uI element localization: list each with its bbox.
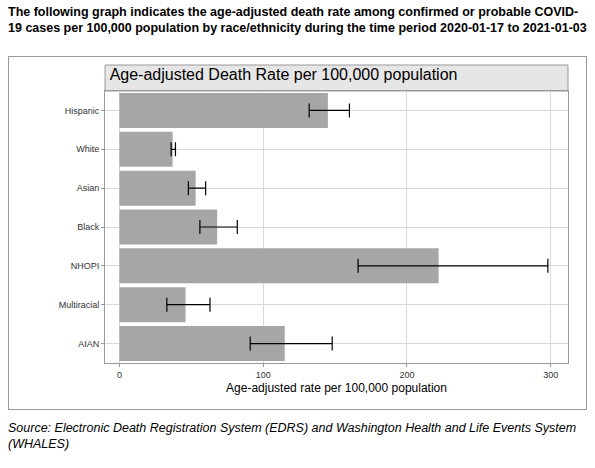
svg-text:300: 300	[543, 370, 558, 380]
svg-text:AIAN: AIAN	[78, 339, 99, 349]
svg-text:Age-adjusted rate per 100,000: Age-adjusted rate per 100,000 population	[226, 381, 447, 395]
svg-text:Age-adjusted Death Rate per 10: Age-adjusted Death Rate per 100,000 popu…	[110, 66, 458, 83]
svg-text:Black: Black	[77, 222, 100, 232]
svg-text:Hispanic: Hispanic	[65, 106, 100, 116]
svg-text:Asian: Asian	[77, 183, 100, 193]
html-text:Source: Electronic Death Regis: Source: Electronic Death Registration Sy…	[8, 421, 577, 451]
svg-text:NHOPI: NHOPI	[71, 261, 100, 271]
html-text:The following graph indicates: The following graph indicates the age-ad…	[8, 5, 587, 35]
svg-text:White: White	[76, 144, 99, 154]
svg-text:Multiracial: Multiracial	[59, 300, 100, 310]
svg-text:100: 100	[256, 370, 271, 380]
svg-text:200: 200	[399, 370, 414, 380]
svg-text:0: 0	[117, 370, 122, 380]
